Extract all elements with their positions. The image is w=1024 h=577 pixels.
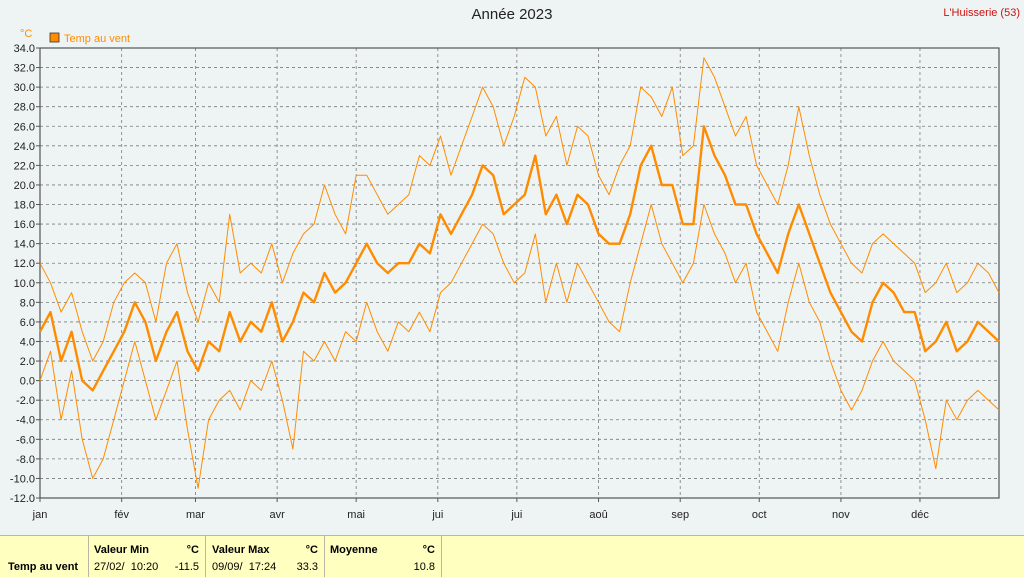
legend-label: Temp au vent xyxy=(64,33,130,45)
y-tick-label: 14.0 xyxy=(14,239,35,251)
y-tick-label: 12.0 xyxy=(14,258,35,270)
x-tick-label: nov xyxy=(832,509,850,521)
grid xyxy=(40,47,999,499)
y-tick-label: 0.0 xyxy=(20,376,35,388)
y-tick-label: -4.0 xyxy=(16,415,35,427)
mean-label: Moyenne xyxy=(330,544,378,556)
chart-title: Année 2023 xyxy=(471,6,553,23)
min-unit: °C xyxy=(186,544,199,556)
axes: -12.0 -10.0 -8.0 -6.0 -4.0 -2.0 0.0 2.0 4.0 6.0 8.… xyxy=(10,28,1000,521)
x-tick-label: oct xyxy=(752,509,767,521)
y-tick-label: -2.0 xyxy=(16,395,35,407)
station-location: L'Huisserie (53) xyxy=(943,7,1020,19)
y-tick-label: 22.0 xyxy=(14,160,35,172)
x-tick-label: mar xyxy=(186,509,205,521)
y-tick-label: 4.0 xyxy=(20,336,35,348)
y-tick-label: -8.0 xyxy=(16,454,35,466)
y-tick-label: -10.0 xyxy=(10,473,35,485)
y-tick-label: -12.0 xyxy=(10,493,35,505)
min-value: -11.5 xyxy=(174,561,199,573)
x-tick-label: jui xyxy=(431,509,443,521)
series-line-max xyxy=(39,57,1000,362)
y-tick-label: 34.0 xyxy=(14,43,35,55)
x-tick-label: déc xyxy=(911,509,929,521)
series-line-min xyxy=(39,204,1000,489)
plot-frame xyxy=(39,47,1000,499)
stats-min-cell: Valeur Min °C 27/02/ 10:20 -11.5 xyxy=(89,536,206,577)
legend-swatch xyxy=(49,32,60,43)
y-tick-label: 10.0 xyxy=(14,278,35,290)
y-tick-label: 18.0 xyxy=(14,200,35,212)
x-tick-label: jan xyxy=(32,509,48,521)
stats-row-label: Temp au vent xyxy=(8,561,79,573)
x-tick-label: mai xyxy=(347,509,365,521)
x-tick-label: avr xyxy=(269,509,285,521)
y-tick-label: 16.0 xyxy=(14,219,35,231)
max-date: 09/09/ 17:24 xyxy=(212,561,277,573)
y-tick-label: 24.0 xyxy=(14,141,35,153)
temperature-chart: -12.0 -10.0 -8.0 -6.0 -4.0 -2.0 0.0 2.0 4.0 6.0 8.… xyxy=(10,28,1000,521)
x-tick-label: aoû xyxy=(589,509,607,521)
series xyxy=(38,57,1000,489)
max-label: Valeur Max xyxy=(212,544,270,556)
y-tick-label: 28.0 xyxy=(14,102,35,114)
y-tick-label: 8.0 xyxy=(20,297,35,309)
series-line-mean xyxy=(38,125,1000,392)
y-tick-label: 6.0 xyxy=(20,317,35,329)
y-tick-label: 30.0 xyxy=(14,82,35,94)
stats-max-cell: Valeur Max °C 09/09/ 17:24 33.3 xyxy=(206,536,325,577)
legend: Temp au vent xyxy=(49,32,130,45)
y-tick-label: 32.0 xyxy=(14,63,35,75)
x-tick-label: fév xyxy=(114,509,129,521)
mean-value: 10.8 xyxy=(413,561,435,573)
max-value: 33.3 xyxy=(296,561,318,573)
y-tick-label: 20.0 xyxy=(14,180,35,192)
y-tick-label: -6.0 xyxy=(16,434,35,446)
stats-mean-cell: Moyenne °C 10.8 xyxy=(325,536,442,577)
min-date: 27/02/ 10:20 xyxy=(94,561,159,573)
y-tick-label: 2.0 xyxy=(20,356,35,368)
max-unit: °C xyxy=(305,544,318,556)
y-axis-label: °C xyxy=(20,28,32,40)
y-tick-label: 26.0 xyxy=(14,121,35,133)
stats-panel: Temp au vent Valeur Min °C 27/02/ 10:20 … xyxy=(0,535,1024,577)
stats-row-label-cell: Temp au vent xyxy=(0,536,89,577)
mean-unit: °C xyxy=(422,544,435,556)
x-tick-label: sep xyxy=(671,509,689,521)
x-tick-label: jui xyxy=(510,509,522,521)
min-label: Valeur Min xyxy=(94,544,150,556)
